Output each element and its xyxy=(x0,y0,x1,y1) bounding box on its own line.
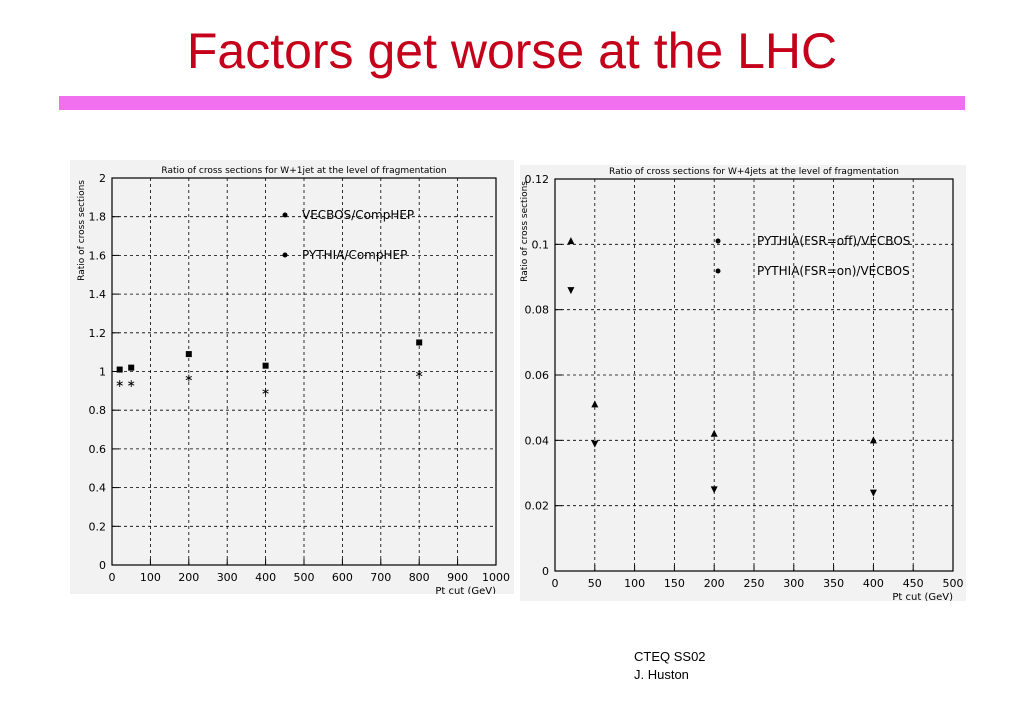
left-ytick-label: 1 xyxy=(99,366,106,379)
left-xtick-label: 100 xyxy=(140,571,161,584)
right-legend-entry: PYTHIA(FSR=off)/VECBOS xyxy=(715,234,910,248)
right-xtick-label: 150 xyxy=(664,577,685,590)
left-data-point: ∗ xyxy=(261,385,270,398)
right-legend-label: PYTHIA(FSR=on)/VECBOS xyxy=(757,264,910,278)
left-ytick-label: 0.8 xyxy=(89,404,107,417)
left-x-axis-label: Pt cut (GeV) xyxy=(435,586,496,594)
left-data-point xyxy=(128,364,135,371)
right-data-point xyxy=(710,429,718,437)
left-ytick-label: 1.2 xyxy=(89,327,107,340)
left-data-point xyxy=(116,366,123,373)
right-series-1 xyxy=(567,237,877,444)
left-ytick-label: 1.6 xyxy=(89,249,107,262)
left-legend-entry: VECBOS/CompHEP xyxy=(282,208,414,222)
left-y-axis-label: Ratio of cross sections xyxy=(77,180,87,281)
left-ytick-label: 0.4 xyxy=(89,482,107,495)
left-ytick-label: 1.8 xyxy=(89,211,107,224)
right-legend-marker xyxy=(715,238,721,244)
left-xtick-label: 700 xyxy=(370,571,391,584)
left-xtick-label: 900 xyxy=(447,571,468,584)
chart-right-panel: 0 50 100 150 200 250 300 350 400 450 500 0 0.02 0.04 0… xyxy=(520,165,966,601)
left-series-0 xyxy=(116,339,423,373)
left-xtick-label: 800 xyxy=(409,571,430,584)
left-data-point: ∗ xyxy=(184,371,193,384)
right-ytick-label: 0.06 xyxy=(525,369,550,382)
left-data-point: ∗ xyxy=(127,377,136,390)
left-ytick-label: 0 xyxy=(99,559,106,572)
right-xtick-label: 50 xyxy=(588,577,602,590)
left-xtick-label: 400 xyxy=(255,571,276,584)
right-ytick-label: 0.04 xyxy=(525,434,550,447)
right-y-axis-label: Ratio of cross sections xyxy=(520,181,530,282)
right-data-point xyxy=(869,436,877,444)
right-xtick-label: 300 xyxy=(783,577,804,590)
left-legend-label: VECBOS/CompHEP xyxy=(302,208,414,222)
footer-line-1: CTEQ SS02 xyxy=(634,649,706,664)
left-chart-title: Ratio of cross sections for W+1jet at th… xyxy=(161,166,446,176)
left-xtick-label: 1000 xyxy=(482,571,510,584)
left-series-1: ∗ ∗ ∗∗∗ xyxy=(115,367,424,397)
right-data-point xyxy=(591,440,599,448)
left-ytick-label: 0.6 xyxy=(89,443,107,456)
right-xtick-label: 500 xyxy=(943,577,964,590)
left-data-point: ∗ xyxy=(115,377,124,390)
left-data-point xyxy=(185,351,192,358)
right-xtick-label: 250 xyxy=(744,577,765,590)
left-legend-entry: PYTHIA/CompHEP xyxy=(282,248,407,262)
left-xtick-label: 600 xyxy=(332,571,353,584)
left-xtick-label: 300 xyxy=(217,571,238,584)
left-legend-label: PYTHIA/CompHEP xyxy=(302,248,407,262)
right-chart-title: Ratio of cross sections for W+4jets at t… xyxy=(609,167,899,177)
right-series-0 xyxy=(567,287,877,497)
right-data-point xyxy=(567,287,575,295)
right-xtick-label: 100 xyxy=(624,577,645,590)
right-data-point xyxy=(869,489,877,497)
chart-left-panel: 0 100 200 300 400 500 600 700 800 900 1000 0 0.2 0.4 0… xyxy=(70,160,514,594)
left-xtick-label: 500 xyxy=(294,571,315,584)
right-xtick-label: 350 xyxy=(823,577,844,590)
left-xtick-label: 0 xyxy=(109,571,116,584)
left-legend-marker xyxy=(282,212,288,218)
right-legend-entry: PYTHIA(FSR=on)/VECBOS xyxy=(715,264,910,278)
chart-right: 0 50 100 150 200 250 300 350 400 450 500 0 0.02 0.04 0… xyxy=(520,167,964,601)
right-ytick-label: 0 xyxy=(542,565,549,578)
right-xtick-label: 400 xyxy=(863,577,884,590)
right-data-point xyxy=(710,486,718,494)
slide-title: Factors get worse at the LHC xyxy=(186,23,838,79)
right-x-axis-label: Pt cut (GeV) xyxy=(892,592,953,601)
left-data-point: ∗ xyxy=(415,367,424,380)
right-data-point xyxy=(591,400,599,408)
left-legend-marker xyxy=(282,252,288,258)
right-xtick-label: 200 xyxy=(704,577,725,590)
right-legend-label: PYTHIA(FSR=off)/VECBOS xyxy=(757,234,910,248)
left-xtick-label: 200 xyxy=(178,571,199,584)
right-xtick-label: 0 xyxy=(552,577,559,590)
left-data-point xyxy=(416,339,423,346)
left-ytick-label: 1.4 xyxy=(89,288,107,301)
right-ytick-label: 0.12 xyxy=(525,173,550,186)
right-ytick-label: 0.1 xyxy=(532,238,550,251)
footer: CTEQ SS02 J. Huston xyxy=(634,648,706,684)
left-ytick-label: 2 xyxy=(99,172,106,185)
right-data-point xyxy=(567,237,575,245)
left-data-point xyxy=(262,362,269,369)
right-ytick-label: 0.02 xyxy=(525,500,550,513)
chart-left: 0 100 200 300 400 500 600 700 800 900 1000 0 0.2 0.4 0… xyxy=(77,166,510,594)
right-ytick-label: 0.08 xyxy=(525,304,550,317)
footer-line-2: J. Huston xyxy=(634,667,689,682)
title-bar xyxy=(59,96,965,110)
left-ytick-label: 0.2 xyxy=(89,520,107,533)
right-legend-marker xyxy=(715,268,721,274)
right-xtick-label: 450 xyxy=(903,577,924,590)
